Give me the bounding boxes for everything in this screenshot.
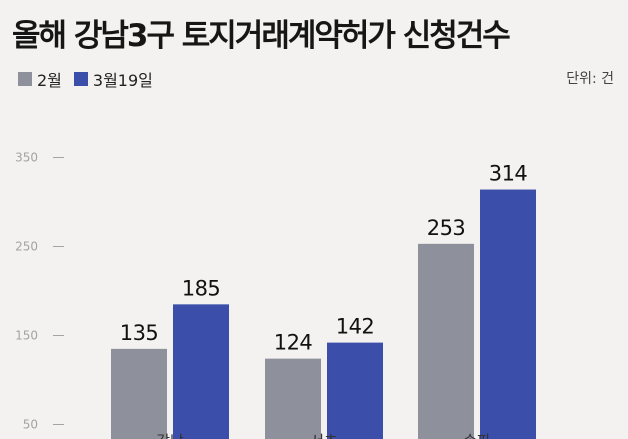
legend-label-february: 2월 [37, 71, 62, 90]
bar [111, 348, 167, 439]
bar-value-label: 253 [427, 216, 466, 240]
bar [265, 358, 321, 439]
legend-label-march19: 3월19일 [92, 71, 153, 90]
legend-swatch-february [18, 72, 32, 86]
chart-title: 올해 강남3구 토지거래계약허가 신청건수 [12, 18, 511, 54]
bar [418, 243, 474, 439]
bar [173, 304, 229, 439]
legend-swatch-march19 [73, 72, 88, 86]
bar [327, 342, 383, 439]
bar-value-label: 124 [274, 331, 313, 355]
bar-value-label: 142 [336, 315, 375, 339]
unit-label: 단위: 건 [566, 71, 614, 87]
y-tick-label: 350 [15, 151, 38, 165]
x-category-label: 송파 [463, 432, 491, 439]
x-category-label: 서초 [310, 432, 338, 439]
x-category-label: 강남 [156, 432, 184, 439]
bar-value-label: 135 [120, 321, 159, 345]
bar-value-label: 185 [182, 276, 221, 300]
bar-value-label: 314 [489, 162, 528, 186]
y-tick-label: 50 [23, 418, 38, 432]
y-tick-label: 250 [15, 240, 38, 254]
bar [480, 189, 536, 439]
legend-item-march19: 3월19일 [73, 67, 153, 91]
y-tick-label: 150 [15, 329, 38, 343]
legend: 2월 3월19일 [18, 67, 165, 91]
legend-item-february: 2월 [18, 67, 62, 91]
